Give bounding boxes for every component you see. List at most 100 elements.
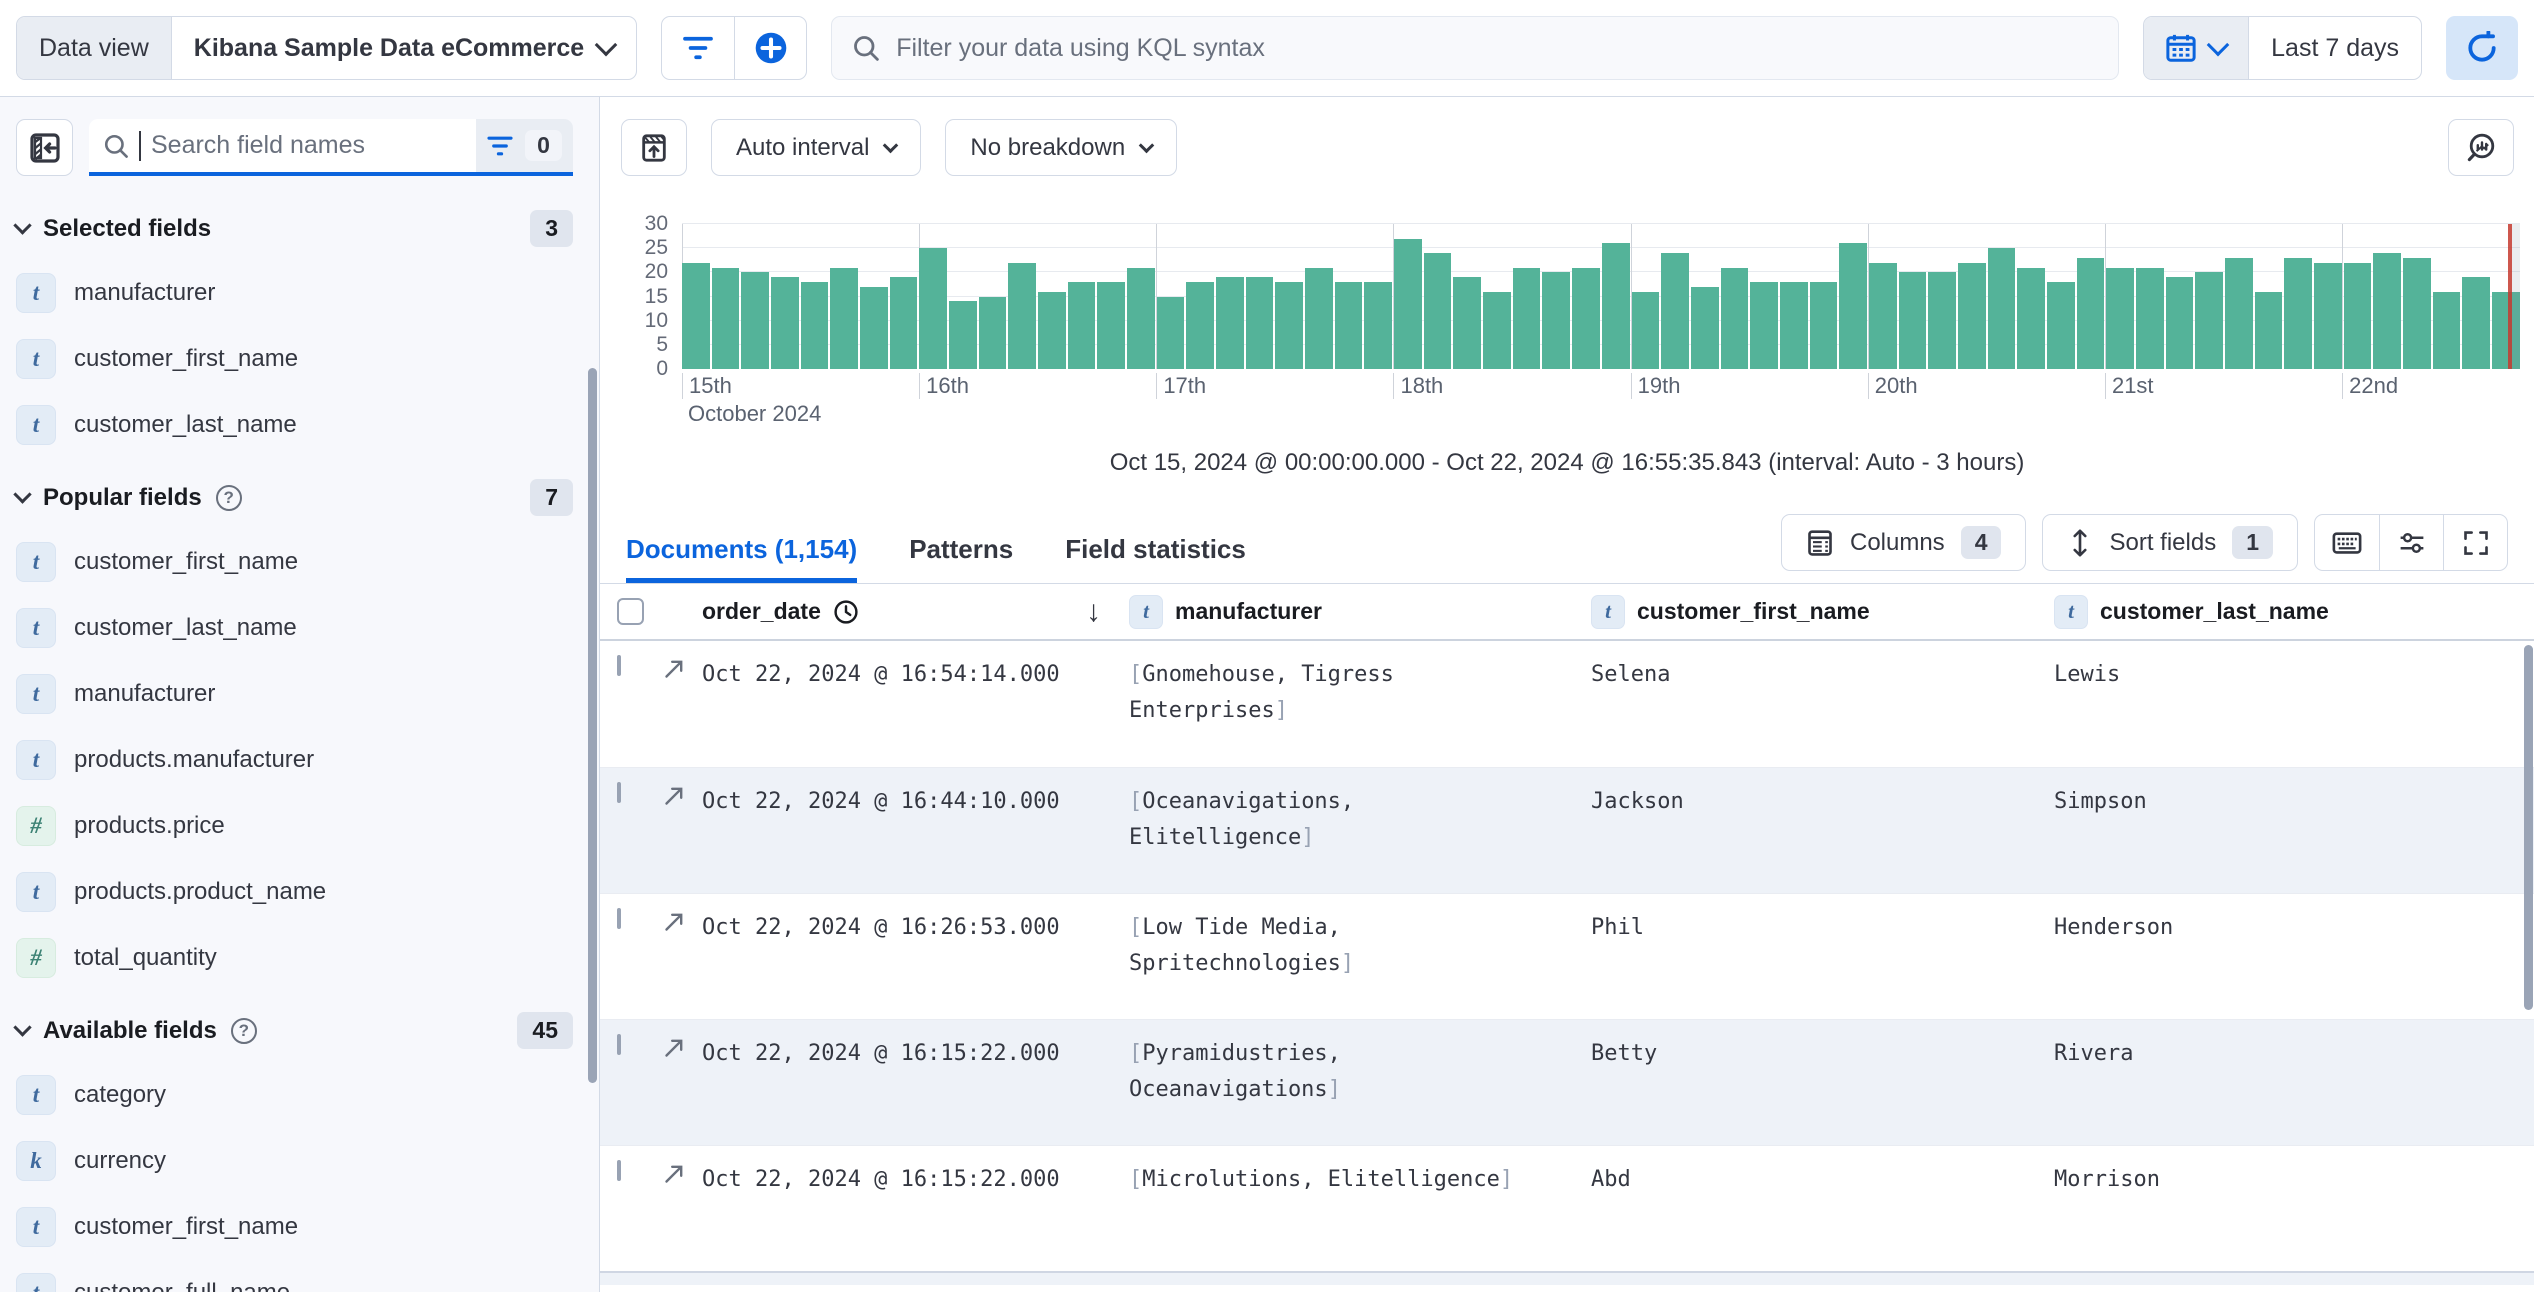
- field-section-header[interactable]: Popular fields? 7: [13, 479, 573, 516]
- keyboard-shortcuts-button[interactable]: [2315, 515, 2379, 570]
- row-checkbox[interactable]: [617, 655, 621, 676]
- tab-documents-[interactable]: Documents (1,154): [626, 534, 858, 583]
- column-header-customer-first-name[interactable]: t customer_first_name: [1591, 594, 2054, 629]
- tab-field-statistics[interactable]: Field statistics: [1065, 534, 1246, 564]
- field-section-header[interactable]: Available fields? 45: [13, 1012, 573, 1049]
- histogram-bar[interactable]: [1987, 248, 2016, 369]
- histogram-bar[interactable]: [1394, 238, 1422, 369]
- add-filter-button[interactable]: [734, 17, 806, 79]
- select-all-checkbox[interactable]: [617, 598, 644, 625]
- histogram-bar[interactable]: [1690, 286, 1719, 369]
- histogram-bar[interactable]: [1423, 253, 1452, 369]
- histogram-bar[interactable]: [1809, 282, 1838, 369]
- interval-select[interactable]: Auto interval: [711, 119, 922, 176]
- field-item-total_quantity[interactable]: # total_quantity: [16, 938, 573, 978]
- row-checkbox[interactable]: [617, 908, 621, 929]
- column-header-order-date[interactable]: order_date ↓: [702, 595, 1129, 629]
- histogram-bar[interactable]: [1067, 282, 1096, 369]
- collapse-sidebar-button[interactable]: [16, 119, 73, 176]
- saved-query-menu-button[interactable]: [662, 17, 734, 79]
- field-item-customer_last_name[interactable]: t customer_last_name: [16, 405, 573, 445]
- edit-visualization-button[interactable]: [621, 119, 687, 176]
- histogram-bar[interactable]: [1334, 282, 1363, 369]
- expand-document-button[interactable]: [662, 657, 702, 681]
- histogram-bar[interactable]: [1216, 277, 1244, 369]
- histogram-bar[interactable]: [2462, 277, 2490, 369]
- histogram-plot-area[interactable]: [682, 223, 2520, 369]
- histogram-bar[interactable]: [2165, 277, 2194, 369]
- histogram-bar[interactable]: [1542, 272, 1571, 369]
- histogram-bar[interactable]: [1245, 277, 1274, 369]
- histogram-bar[interactable]: [1957, 262, 1986, 369]
- field-item-customer_first_name[interactable]: t customer_first_name: [16, 1207, 573, 1247]
- field-item-customer_last_name[interactable]: t customer_last_name: [16, 608, 573, 648]
- histogram-bar[interactable]: [2224, 257, 2253, 369]
- histogram-bar[interactable]: [2402, 257, 2431, 369]
- row-checkbox[interactable]: [617, 1160, 621, 1181]
- histogram-bar[interactable]: [1186, 282, 1215, 369]
- field-item-products.product_name[interactable]: t products.product_name: [16, 872, 573, 912]
- expand-document-button[interactable]: [662, 784, 702, 808]
- histogram-bar[interactable]: [2195, 272, 2223, 369]
- histogram-bar[interactable]: [2284, 257, 2312, 369]
- date-quick-menu-button[interactable]: [2144, 17, 2249, 79]
- histogram-bar[interactable]: [1661, 253, 1689, 369]
- histogram-bar[interactable]: [1483, 291, 1511, 369]
- histogram-bar[interactable]: [2254, 291, 2283, 369]
- histogram-bar[interactable]: [741, 272, 770, 369]
- histogram-bar[interactable]: [1839, 243, 1867, 369]
- histogram-bar[interactable]: [2373, 253, 2401, 369]
- histogram-bar[interactable]: [682, 262, 710, 369]
- column-header-manufacturer[interactable]: t manufacturer: [1129, 594, 1591, 629]
- histogram-bar[interactable]: [1038, 291, 1066, 369]
- histogram-bar[interactable]: [978, 296, 1007, 369]
- row-checkbox[interactable]: [617, 782, 621, 803]
- expand-document-button[interactable]: [662, 1036, 702, 1060]
- histogram-bar[interactable]: [1275, 282, 1304, 369]
- time-range-display[interactable]: Last 7 days: [2248, 17, 2421, 79]
- refresh-query-button[interactable]: [2446, 16, 2518, 80]
- field-item-products.manufacturer[interactable]: t products.manufacturer: [16, 740, 573, 780]
- field-filter-button[interactable]: 0: [476, 119, 573, 176]
- histogram-bar[interactable]: [1572, 267, 1600, 369]
- histogram-chart[interactable]: 0 5 10 15 20 25 30: [600, 212, 2520, 380]
- histogram-bar[interactable]: [1305, 267, 1333, 369]
- sort-fields-button[interactable]: Sort fields 1: [2042, 514, 2298, 571]
- histogram-bar[interactable]: [1601, 243, 1630, 369]
- histogram-bar[interactable]: [830, 267, 859, 369]
- histogram-bar[interactable]: [949, 301, 977, 369]
- histogram-bar[interactable]: [1868, 262, 1897, 369]
- histogram-bar[interactable]: [1127, 267, 1155, 369]
- field-item-products.price[interactable]: # products.price: [16, 806, 573, 846]
- table-row[interactable]: Oct 22, 2024 @ 16:54:14.000 [Gnomehouse, …: [600, 641, 2534, 767]
- histogram-bar[interactable]: [919, 248, 948, 369]
- histogram-bar[interactable]: [1898, 272, 1927, 369]
- field-section-header[interactable]: Selected fields 3: [13, 210, 573, 247]
- histogram-bar[interactable]: [1453, 277, 1482, 369]
- data-view-picker[interactable]: Data view Kibana Sample Data eCommerce: [16, 16, 638, 80]
- histogram-bar[interactable]: [2432, 291, 2461, 369]
- table-row[interactable]: Oct 22, 2024 @ 16:26:53.000 [Low Tide Med…: [600, 893, 2534, 1019]
- histogram-bar[interactable]: [2017, 267, 2045, 369]
- histogram-bar[interactable]: [860, 286, 888, 369]
- histogram-bar[interactable]: [2343, 262, 2372, 369]
- expand-document-button[interactable]: [662, 910, 702, 934]
- tab-patterns[interactable]: Patterns: [909, 534, 1014, 564]
- table-row[interactable]: Oct 22, 2024 @ 16:15:22.000 [Pyramidustri…: [600, 1019, 2534, 1145]
- field-item-customer_first_name[interactable]: t customer_first_name: [16, 339, 573, 379]
- histogram-bar[interactable]: [800, 282, 829, 369]
- field-item-category[interactable]: t category: [16, 1075, 573, 1115]
- histogram-bar[interactable]: [1512, 267, 1541, 369]
- table-row[interactable]: Oct 22, 2024 @ 16:15:22.000 [Microlutions…: [600, 1145, 2534, 1271]
- explore-data-button[interactable]: [2448, 119, 2514, 176]
- histogram-bar[interactable]: [1156, 296, 1185, 369]
- histogram-bar[interactable]: [1928, 272, 1956, 369]
- histogram-bar[interactable]: [1631, 291, 1660, 369]
- row-checkbox[interactable]: [617, 1034, 621, 1055]
- columns-button[interactable]: Columns 4: [1780, 514, 2027, 571]
- histogram-bar[interactable]: [2313, 262, 2342, 369]
- field-item-manufacturer[interactable]: t manufacturer: [16, 674, 573, 714]
- field-item-manufacturer[interactable]: t manufacturer: [16, 273, 573, 313]
- histogram-bar[interactable]: [711, 267, 740, 369]
- display-options-button[interactable]: [2379, 515, 2443, 570]
